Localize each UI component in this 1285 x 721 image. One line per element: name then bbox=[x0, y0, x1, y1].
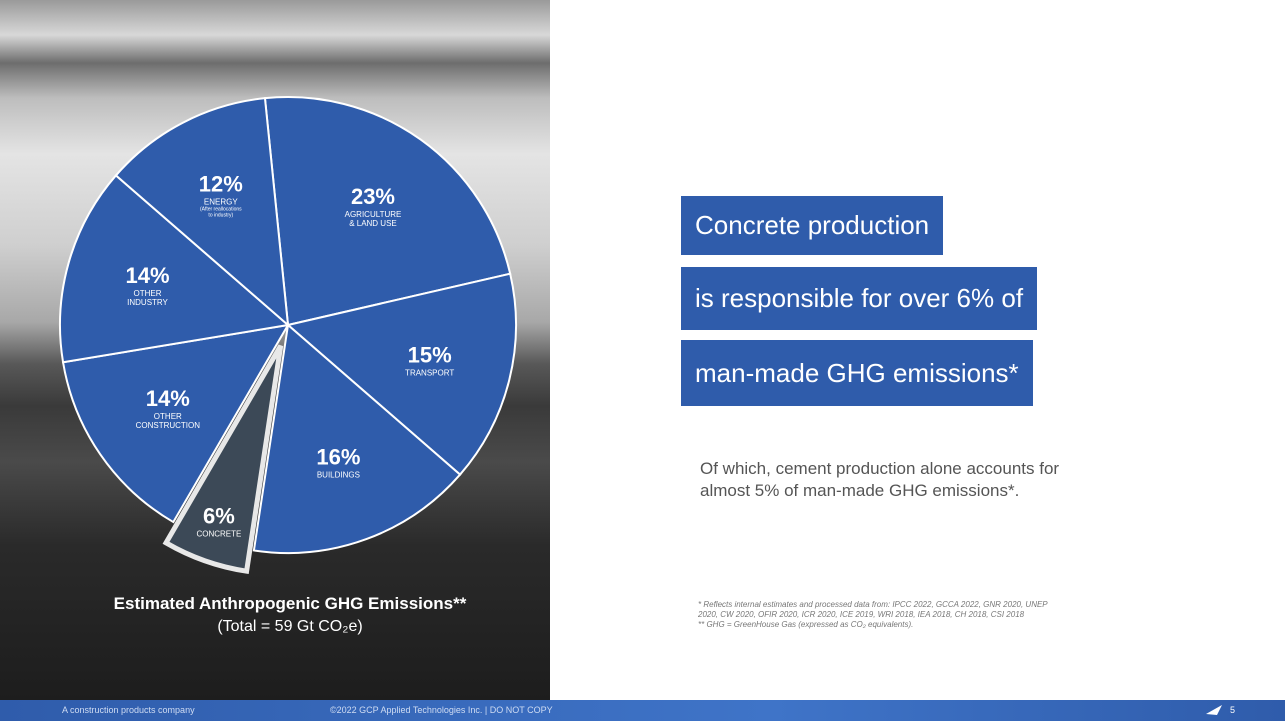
category-label: OTHER INDUSTRY bbox=[125, 289, 169, 307]
chart-title: Estimated Anthropogenic GHG Emissions** bbox=[114, 594, 467, 614]
page-number: 5 bbox=[1230, 705, 1235, 715]
logo-icon bbox=[1205, 704, 1223, 716]
slice-label: 23%AGRICULTURE & LAND USE bbox=[345, 184, 402, 228]
percent-label: 14% bbox=[125, 263, 169, 289]
chart-subtitle: (Total = 59 Gt CO₂e) bbox=[217, 618, 362, 636]
body-text: Of which, cement production alone accoun… bbox=[700, 458, 1059, 502]
headline-line: Concrete production bbox=[681, 196, 943, 255]
percent-label: 12% bbox=[199, 172, 243, 198]
percent-label: 14% bbox=[136, 386, 200, 412]
category-label: OTHER CONSTRUCTION bbox=[136, 412, 200, 430]
category-label: CONCRETE bbox=[196, 530, 241, 539]
category-label: ENERGY bbox=[199, 198, 243, 207]
percent-label: 16% bbox=[316, 445, 360, 471]
percent-label: 23% bbox=[345, 184, 402, 210]
slice-label: 12%ENERGY(After reallocations to industr… bbox=[199, 172, 243, 219]
category-label: TRANSPORT bbox=[405, 369, 454, 378]
slice-label: 16%BUILDINGS bbox=[316, 445, 360, 480]
slice-label: 6%CONCRETE bbox=[196, 504, 241, 539]
slice-label: 15%TRANSPORT bbox=[405, 343, 454, 378]
category-note: (After reallocations to industry) bbox=[199, 207, 243, 219]
slice-label: 14%OTHER INDUSTRY bbox=[125, 263, 169, 307]
category-label: BUILDINGS bbox=[316, 471, 360, 480]
footer-left: A construction products company bbox=[62, 705, 195, 715]
percent-label: 6% bbox=[196, 504, 241, 530]
headline-line: is responsible for over 6% of bbox=[681, 267, 1037, 330]
slice-label: 14%OTHER CONSTRUCTION bbox=[136, 386, 200, 430]
footer-center: ©2022 GCP Applied Technologies Inc. | DO… bbox=[330, 705, 553, 715]
percent-label: 15% bbox=[405, 343, 454, 369]
headline-line: man-made GHG emissions* bbox=[681, 340, 1033, 406]
footer-bar: A construction products company ©2022 GC… bbox=[0, 700, 1285, 721]
category-label: AGRICULTURE & LAND USE bbox=[345, 210, 402, 228]
slide: Estimated Anthropogenic GHG Emissions** … bbox=[0, 0, 1285, 721]
footnotes: * Reflects internal estimates and proces… bbox=[698, 600, 1048, 630]
